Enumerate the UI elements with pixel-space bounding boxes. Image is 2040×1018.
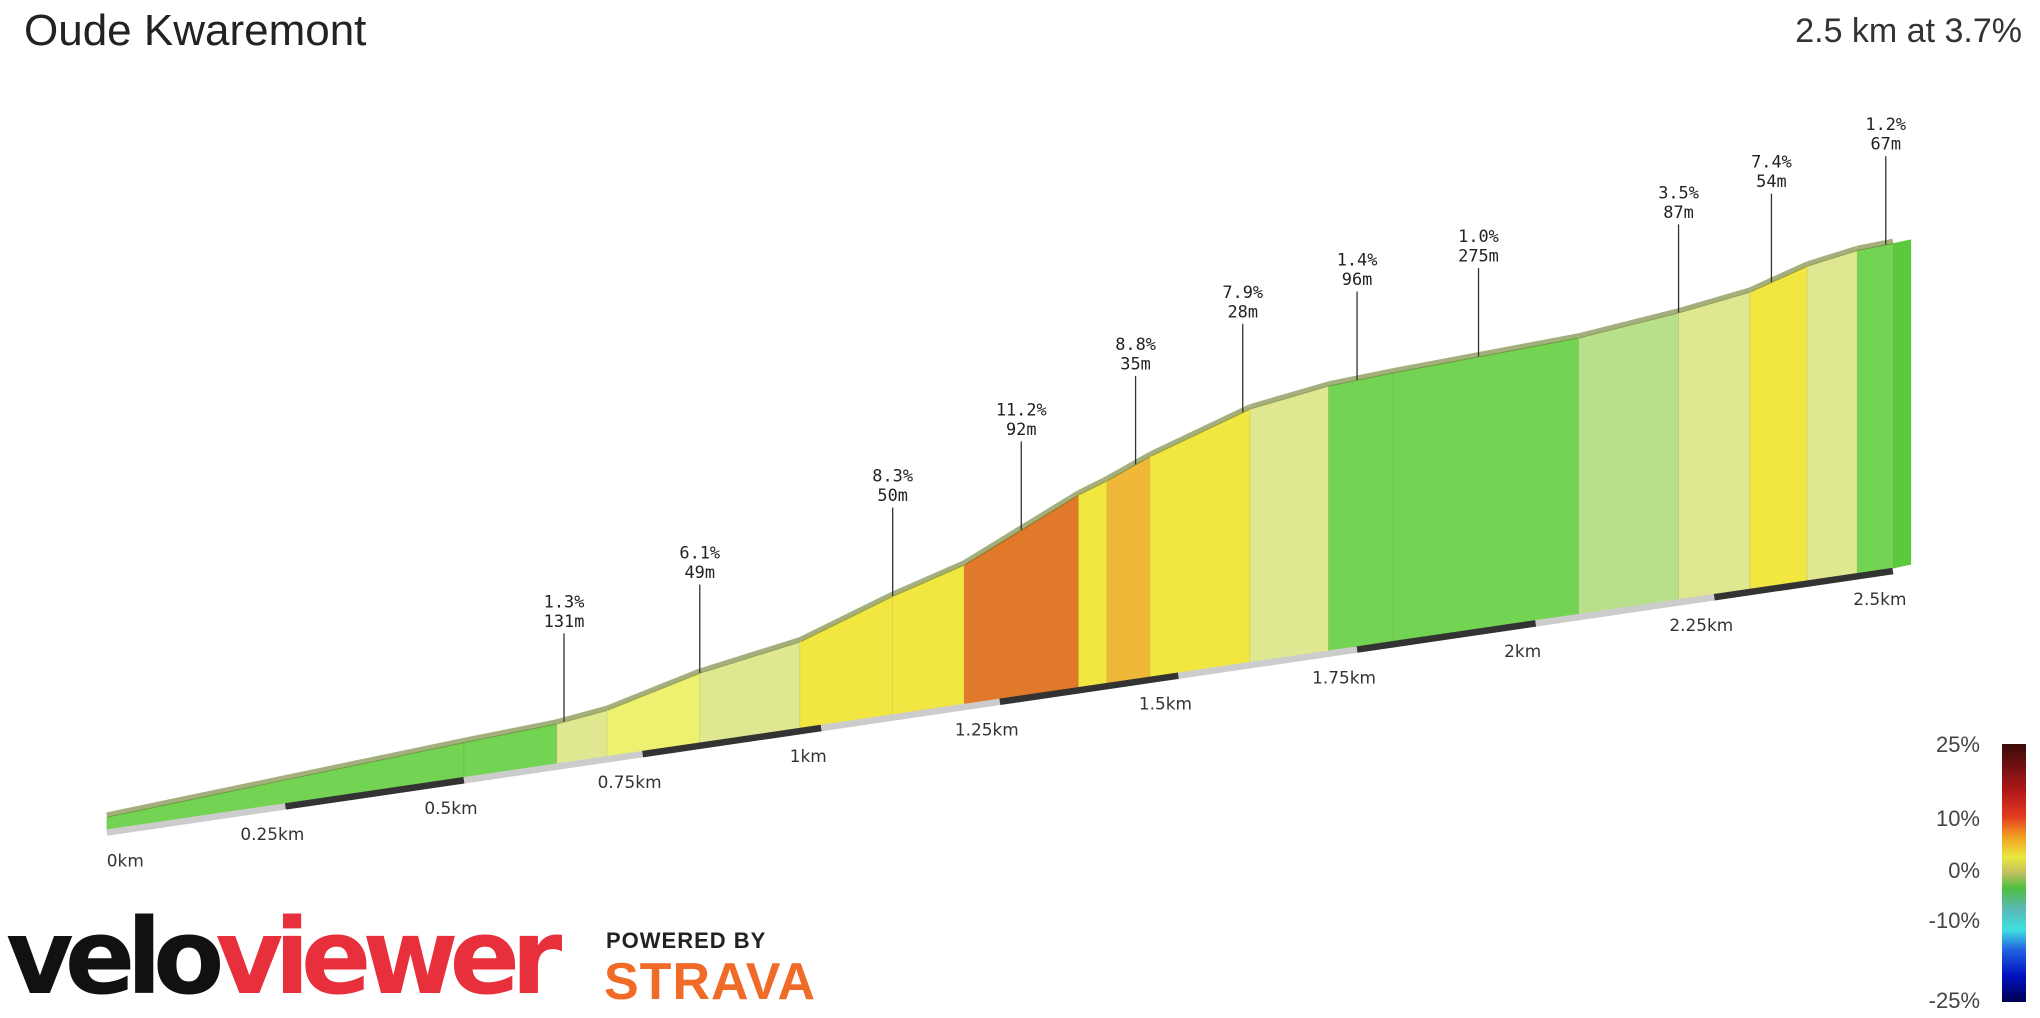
scale-label-0: 0% [1948, 858, 1980, 883]
x-tick-label: 0.25km [240, 824, 304, 844]
x-tick-label: 0.75km [598, 772, 662, 792]
annotation-length: 28m [1227, 301, 1258, 321]
distance-band [820, 698, 1001, 732]
annotation-length: 87m [1663, 202, 1694, 222]
distance-band [106, 803, 286, 836]
profile-segment [1249, 385, 1329, 664]
annotation-length: 96m [1342, 269, 1373, 289]
distance-band [1535, 594, 1715, 627]
profile-top-edge [891, 560, 966, 597]
profile-segment [1749, 265, 1808, 590]
profile-segment [1106, 455, 1151, 684]
distance-band [999, 672, 1179, 706]
annotation-length: 49m [684, 562, 715, 582]
profile-end-face [1892, 239, 1912, 569]
annotation-grade: 1.3% [544, 591, 585, 611]
profile-top-edge [1856, 238, 1894, 251]
x-tick-label: 1.75km [1312, 667, 1376, 687]
distance-band [642, 724, 822, 758]
profile-top-edge [556, 705, 608, 725]
annotation-grade: 6.1% [679, 543, 720, 563]
annotation-grade: 7.9% [1222, 282, 1263, 302]
profile-top-edge [698, 637, 801, 674]
climb-summary: 2.5 km at 3.7% [1795, 12, 2022, 50]
annotation-grade: 1.2% [1865, 114, 1906, 134]
profile-top-edge [463, 719, 558, 743]
profile-top-edge [1249, 381, 1330, 410]
profile-top-edge [605, 668, 701, 711]
distance-band [1356, 620, 1537, 653]
annotation-length: 275m [1458, 246, 1499, 266]
annotation-length: 67m [1870, 134, 1901, 154]
strava-logo: STRAVA [604, 953, 817, 1011]
distance-band [284, 777, 465, 810]
profile-top-edge [1806, 245, 1858, 267]
profile-top-edge [1577, 308, 1680, 339]
annotation-length: 54m [1756, 171, 1787, 191]
annotation-grade: 1.4% [1337, 250, 1378, 270]
profile-top-edge [1677, 287, 1751, 314]
profile-segment [1806, 249, 1858, 582]
x-tick-label: 1km [790, 746, 827, 766]
scale-label-10: 10% [1935, 806, 1980, 831]
grade-color-scale [2002, 744, 2026, 1002]
profile-segment [1678, 291, 1751, 601]
annotation-length: 92m [1006, 419, 1037, 439]
scale-label-neg10: -10% [1928, 908, 1980, 933]
profile-top-edge [1327, 368, 1394, 387]
annotation-grade: 8.3% [872, 466, 913, 486]
x-tick-label: 1.5km [1139, 694, 1192, 714]
annotation-grade: 8.8% [1115, 334, 1156, 354]
annotation-grade: 3.5% [1658, 182, 1699, 202]
annotation-grade: 1.0% [1458, 226, 1499, 246]
annotation-length: 131m [544, 611, 585, 631]
x-tick-label: 0km [107, 850, 144, 870]
distance-band [463, 750, 644, 784]
profile-top-edge [106, 737, 465, 818]
annotation-length: 50m [877, 485, 908, 505]
profile-top-edge [1392, 333, 1580, 374]
distance-band [1177, 646, 1358, 679]
x-tick-label: 1.25km [955, 720, 1019, 740]
annotation-grade: 11.2% [996, 399, 1047, 419]
climb-title: Oude Kwaremont [24, 6, 367, 55]
scale-label-25: 25% [1935, 732, 1980, 757]
powered-by-label: POWERED BY [606, 928, 767, 953]
x-tick-label: 0.5km [424, 798, 477, 818]
distance-band [1713, 567, 1894, 601]
profile-top-edge [1748, 261, 1809, 293]
x-tick-label: 2km [1504, 641, 1541, 661]
profile-segment [1392, 337, 1579, 643]
profile-top-edge [1105, 452, 1152, 481]
profile-segment [1856, 242, 1894, 575]
scale-label-neg25: -25% [1928, 988, 1980, 1013]
x-tick-label: 2.5km [1853, 589, 1906, 609]
profile-segment [1328, 372, 1394, 652]
x-tick-label: 2.25km [1669, 615, 1733, 635]
profile-segment [1578, 312, 1679, 615]
profile-top-edge [798, 591, 894, 643]
profile-segment [1078, 479, 1108, 689]
annotation-grade: 7.4% [1751, 152, 1792, 172]
annotation-length: 35m [1120, 353, 1151, 373]
profile-top-edge [1077, 476, 1109, 496]
veloviewer-logo: veloviewer [6, 896, 562, 1018]
profile-segment [606, 672, 701, 758]
profile-top-edge [1148, 404, 1252, 457]
